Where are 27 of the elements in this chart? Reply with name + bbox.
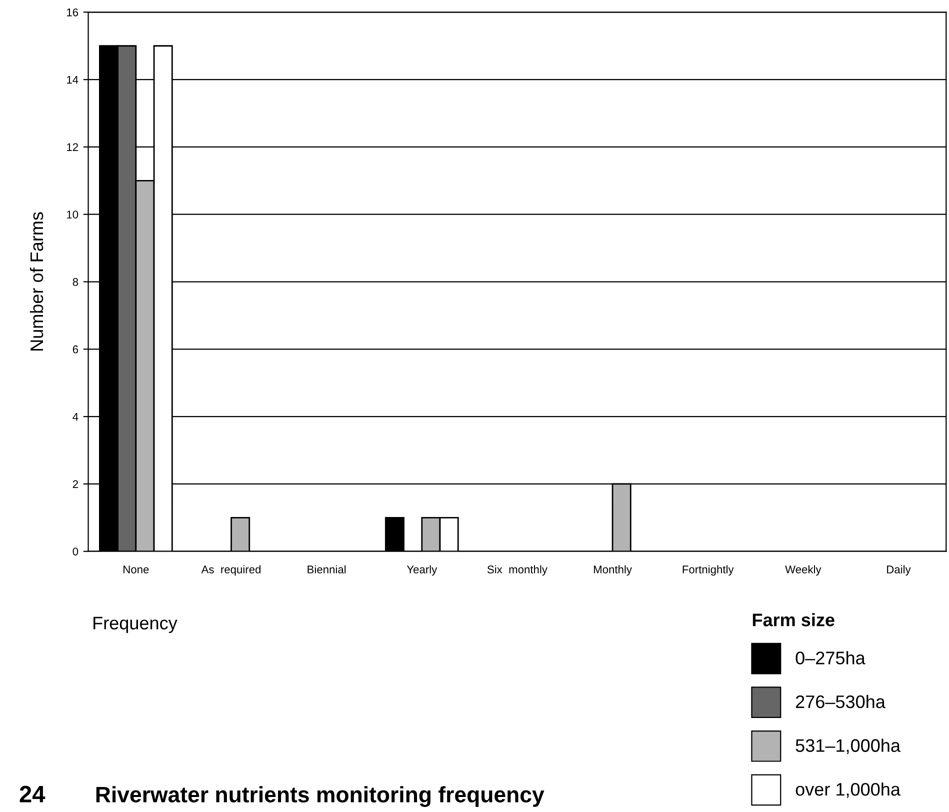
y-tick-label: 14 bbox=[67, 76, 78, 84]
y-tick-label: 10 bbox=[67, 210, 78, 219]
text: Riverwater nutrients monitoring frequency bbox=[96, 786, 544, 807]
legend-title: Farm size bbox=[752, 613, 834, 626]
x-axis-title: Frequency bbox=[94, 616, 178, 634]
y-tick-label: 6 bbox=[72, 345, 78, 354]
y-tick-label: 12 bbox=[67, 143, 78, 151]
y-tick-label: 8 bbox=[72, 278, 78, 286]
x-tick-label: Biennial bbox=[308, 565, 346, 574]
legend-label: over 1,000ha bbox=[796, 782, 900, 798]
x-tick-label: Daily bbox=[887, 565, 911, 576]
y-tick-label: 2 bbox=[72, 480, 78, 488]
y-tick-label: 0 bbox=[72, 548, 78, 556]
x-tick-label: Yearly bbox=[406, 565, 438, 576]
x-tick-label: Monthly bbox=[594, 565, 632, 576]
legend-label: 531–1,000ha bbox=[796, 738, 900, 754]
x-tick-label: None bbox=[124, 566, 149, 574]
x-tick-label: Weekly bbox=[785, 565, 822, 576]
y-tick-label: 4 bbox=[72, 412, 78, 421]
legend-label: 0–275ha bbox=[796, 651, 866, 664]
x-tick-label: Fortnightly bbox=[682, 565, 734, 576]
text: 24 bbox=[20, 786, 46, 802]
legend-label: 276–530ha bbox=[796, 694, 886, 708]
x-tick-label: Six monthly bbox=[487, 565, 548, 576]
x-tick-label: As required bbox=[201, 565, 260, 576]
y-axis-title: Number of Farms bbox=[30, 212, 44, 351]
y-tick-label: 16 bbox=[67, 8, 78, 16]
